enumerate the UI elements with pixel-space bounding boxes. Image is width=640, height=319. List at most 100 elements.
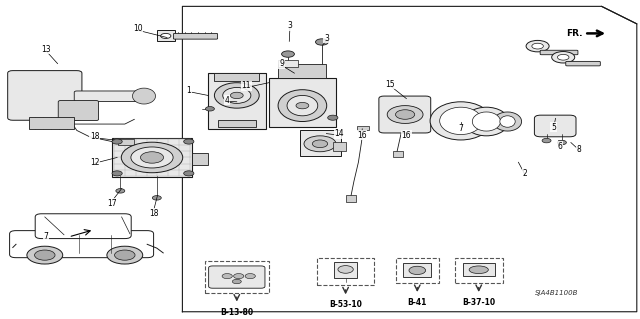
Ellipse shape — [464, 107, 509, 136]
Bar — [208, 73, 266, 129]
Ellipse shape — [493, 112, 522, 131]
Text: 14: 14 — [334, 129, 344, 138]
Text: 13: 13 — [41, 45, 51, 54]
Ellipse shape — [278, 90, 327, 122]
Circle shape — [282, 51, 294, 57]
Text: B-41: B-41 — [408, 298, 427, 307]
FancyBboxPatch shape — [58, 100, 99, 121]
Circle shape — [328, 115, 338, 120]
Bar — [205, 261, 269, 293]
Bar — [346, 195, 356, 202]
Ellipse shape — [312, 140, 328, 148]
Circle shape — [557, 140, 566, 145]
FancyBboxPatch shape — [8, 70, 82, 120]
Circle shape — [526, 41, 549, 52]
Bar — [403, 263, 431, 278]
Ellipse shape — [430, 102, 492, 140]
Circle shape — [184, 171, 194, 176]
Ellipse shape — [107, 246, 143, 264]
Circle shape — [205, 107, 214, 111]
FancyBboxPatch shape — [379, 96, 431, 133]
Bar — [192, 153, 208, 166]
Bar — [269, 78, 336, 127]
Circle shape — [245, 274, 255, 279]
Ellipse shape — [304, 136, 336, 152]
Ellipse shape — [230, 92, 243, 99]
FancyBboxPatch shape — [540, 50, 578, 55]
Text: 10: 10 — [132, 24, 143, 33]
FancyBboxPatch shape — [74, 91, 143, 101]
Text: 16: 16 — [401, 131, 412, 140]
Bar — [317, 258, 374, 286]
FancyBboxPatch shape — [534, 115, 576, 137]
Ellipse shape — [223, 87, 251, 103]
Text: 5: 5 — [551, 123, 556, 132]
Bar — [455, 258, 503, 283]
Ellipse shape — [132, 88, 156, 104]
Text: 3: 3 — [324, 34, 329, 43]
Ellipse shape — [122, 142, 183, 173]
Bar — [112, 138, 192, 176]
Circle shape — [152, 196, 161, 200]
Ellipse shape — [35, 250, 55, 260]
Ellipse shape — [440, 107, 482, 135]
Text: 8: 8 — [577, 145, 582, 154]
Ellipse shape — [115, 250, 135, 260]
Text: 16: 16 — [356, 131, 367, 140]
Text: B-53-10: B-53-10 — [329, 300, 362, 309]
Bar — [333, 142, 346, 151]
Bar — [393, 151, 403, 157]
Circle shape — [316, 39, 328, 45]
Circle shape — [542, 138, 551, 143]
Text: 2: 2 — [522, 169, 527, 178]
Circle shape — [532, 43, 543, 49]
Bar — [157, 30, 175, 41]
Circle shape — [552, 52, 575, 63]
Circle shape — [557, 55, 569, 60]
Bar — [218, 120, 256, 127]
Text: 15: 15 — [385, 80, 396, 89]
Ellipse shape — [27, 246, 63, 264]
Bar — [396, 258, 439, 283]
Ellipse shape — [141, 152, 164, 163]
Circle shape — [116, 189, 125, 193]
Circle shape — [161, 33, 171, 39]
Text: 17: 17 — [107, 199, 117, 208]
Text: FR.: FR. — [566, 29, 582, 38]
Circle shape — [234, 274, 244, 279]
Ellipse shape — [396, 110, 415, 119]
Bar — [278, 60, 298, 67]
Bar — [214, 73, 259, 81]
Bar — [357, 126, 369, 130]
Ellipse shape — [387, 106, 423, 123]
Text: 1: 1 — [186, 86, 191, 95]
Text: 7: 7 — [458, 124, 463, 133]
FancyBboxPatch shape — [209, 266, 265, 288]
Ellipse shape — [296, 102, 308, 109]
Bar — [29, 117, 74, 129]
Circle shape — [112, 139, 122, 144]
Text: B-13-80: B-13-80 — [220, 308, 253, 317]
FancyBboxPatch shape — [173, 33, 218, 39]
Ellipse shape — [409, 266, 426, 275]
FancyBboxPatch shape — [10, 231, 154, 258]
Bar — [334, 263, 357, 278]
Text: 12: 12 — [90, 158, 99, 167]
Ellipse shape — [469, 266, 488, 274]
Ellipse shape — [131, 147, 173, 168]
Text: 4: 4 — [225, 96, 230, 105]
Bar — [118, 139, 134, 145]
Bar — [463, 263, 495, 276]
Text: 18: 18 — [90, 132, 99, 141]
Text: 3: 3 — [287, 21, 292, 30]
Ellipse shape — [287, 95, 317, 116]
Text: 6: 6 — [557, 142, 563, 151]
Bar — [278, 63, 326, 78]
Text: 18: 18 — [149, 209, 158, 218]
Text: 11: 11 — [242, 81, 251, 90]
Ellipse shape — [214, 83, 259, 108]
Bar — [300, 130, 341, 156]
FancyBboxPatch shape — [35, 214, 131, 239]
Circle shape — [222, 274, 232, 279]
Circle shape — [232, 279, 241, 284]
